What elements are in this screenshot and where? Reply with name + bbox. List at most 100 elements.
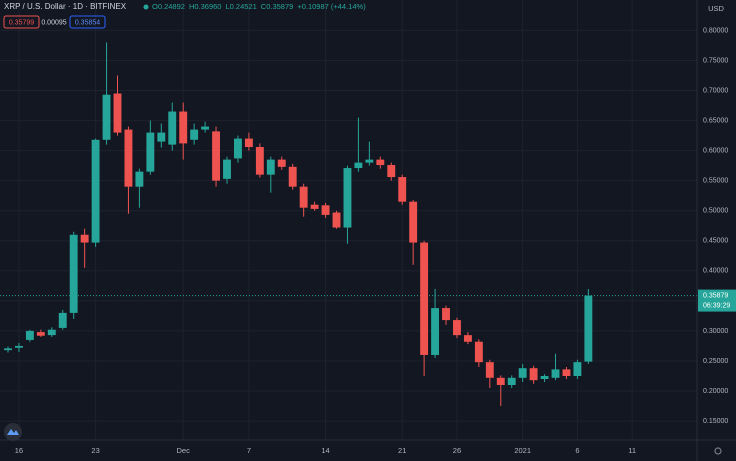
candle-body	[190, 129, 199, 140]
bid-price: 0.35799	[9, 19, 34, 26]
x-tick-label: 7	[247, 446, 251, 455]
candle-body	[244, 138, 253, 148]
candle-body	[332, 212, 341, 228]
spread: 0.00095	[41, 19, 66, 26]
y-tick-label: 0.55000	[703, 178, 728, 185]
ohlc-value: L0.24521	[225, 2, 256, 11]
candle-body	[179, 111, 188, 144]
candle-body	[69, 234, 78, 313]
x-tick-label: 16	[15, 446, 23, 455]
candle-body	[310, 204, 319, 209]
y-tick-label: 0.80000	[703, 27, 728, 34]
candle-body	[212, 131, 220, 181]
candle-body	[157, 132, 166, 142]
candle-body	[387, 165, 396, 178]
x-tick-label: 23	[91, 446, 99, 455]
candle-body	[518, 368, 527, 378]
candle-body	[485, 362, 494, 378]
y-tick-label: 0.65000	[703, 117, 728, 124]
y-tick-label: 0.70000	[703, 87, 728, 94]
candle-body	[102, 94, 111, 140]
symbol-title: XRP / U.S. Dollar · 1D · BITFINEX	[4, 2, 127, 11]
candle-body	[15, 345, 23, 348]
market-status	[143, 4, 149, 10]
x-tick-label: 6	[575, 446, 579, 455]
candle-body	[4, 348, 12, 351]
candle-body	[365, 159, 374, 163]
candle-body	[376, 159, 385, 166]
candle-body	[223, 159, 231, 179]
candle-body	[135, 171, 144, 187]
currency-label: USD	[708, 4, 724, 13]
ask-price: 0.35854	[75, 19, 100, 26]
x-tick-label: 21	[398, 446, 406, 455]
candle-body	[113, 93, 122, 133]
y-tick-label: 0.20000	[703, 388, 728, 395]
candle-body	[321, 205, 330, 215]
candle-body	[146, 132, 155, 172]
candle-body	[409, 201, 418, 243]
last-price-box	[698, 289, 736, 312]
candle-body	[474, 341, 483, 363]
ohlc-legend: O0.24892 H0.36960 L0.24521 C0.35879 +0.10987…	[152, 2, 366, 11]
candle-body	[442, 308, 450, 321]
x-tick-label: 26	[453, 446, 461, 455]
ohlc-value: C0.35879	[261, 2, 294, 11]
candle-body	[562, 369, 571, 376]
y-tick-label: 0.75000	[703, 57, 728, 64]
candle-body	[496, 377, 505, 386]
candle-body	[431, 308, 440, 355]
candle-body	[201, 126, 210, 130]
candle-body	[255, 147, 264, 175]
settings-icon[interactable]	[714, 447, 722, 455]
y-tick-label: 0.60000	[703, 147, 728, 154]
candle-body	[551, 369, 560, 378]
candle-body	[507, 377, 516, 386]
candle-body	[453, 320, 461, 336]
candle-body	[234, 138, 242, 159]
candle-body	[299, 186, 308, 208]
candle-body	[540, 375, 549, 379]
candle-body	[573, 362, 582, 376]
candle-body	[420, 242, 429, 355]
y-tick-label: 0.40000	[703, 268, 728, 275]
candle-body	[354, 162, 363, 169]
x-tick-label: Dec	[177, 446, 191, 455]
logo-icon	[7, 429, 19, 435]
ohlc-value: H0.36960	[189, 2, 222, 11]
candle-body	[25, 330, 34, 340]
candle-body	[529, 368, 538, 381]
bid-box[interactable]	[3, 15, 40, 29]
candle-body	[124, 129, 133, 187]
y-tick-label: 0.50000	[703, 208, 728, 215]
y-tick-label: 0.30000	[703, 328, 728, 335]
candle-body	[58, 312, 67, 328]
candle-body	[398, 177, 407, 202]
x-tick-label: 2021	[514, 446, 531, 455]
y-tick-label: 0.15000	[703, 418, 728, 425]
ohlc-value: +0.10987 (+44.14%)	[297, 2, 366, 11]
candle-body	[343, 168, 352, 228]
candle-body	[168, 111, 177, 145]
candle-body	[266, 159, 275, 175]
candle-body	[277, 159, 286, 167]
candle-body	[36, 332, 45, 336]
y-tick-label: 0.25000	[703, 358, 728, 365]
countdown: 06:39:29	[703, 302, 730, 309]
last-price-label: 0.35879	[703, 292, 728, 299]
candle-body	[80, 234, 89, 243]
candle-body	[91, 139, 100, 243]
candle-body	[47, 329, 56, 336]
axes: 0.150000.200000.250000.300000.350000.400…	[15, 27, 736, 455]
candle-body	[584, 295, 593, 362]
candle-body	[463, 335, 472, 342]
candle-body	[288, 166, 297, 187]
y-tick-label: 0.45000	[703, 238, 728, 245]
x-tick-label: 14	[321, 446, 329, 455]
ask-box[interactable]	[69, 15, 106, 29]
ohlc-value: O0.24892	[152, 2, 185, 11]
x-tick-label: 11	[628, 446, 636, 455]
